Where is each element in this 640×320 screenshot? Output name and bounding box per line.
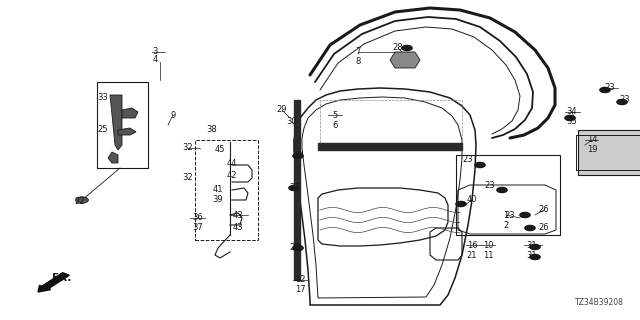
Text: 34: 34 — [566, 108, 577, 116]
Text: TZ34B39208: TZ34B39208 — [575, 298, 624, 307]
Text: 43: 43 — [233, 211, 243, 220]
Text: 38: 38 — [207, 125, 218, 134]
Circle shape — [293, 245, 303, 251]
Text: 11: 11 — [483, 251, 493, 260]
Text: 22: 22 — [75, 197, 85, 206]
Text: 7: 7 — [355, 47, 361, 57]
Circle shape — [497, 188, 507, 193]
Text: 27: 27 — [290, 183, 300, 193]
Text: 31: 31 — [527, 251, 538, 260]
Text: 8: 8 — [355, 58, 361, 67]
Circle shape — [402, 45, 412, 51]
Polygon shape — [108, 152, 118, 163]
Text: 32: 32 — [182, 143, 193, 153]
Text: 25: 25 — [98, 125, 108, 134]
Bar — [456, 155, 560, 235]
Bar — [578, 130, 640, 175]
Circle shape — [293, 153, 303, 158]
Circle shape — [530, 244, 540, 250]
Text: 30: 30 — [287, 117, 298, 126]
Text: 21: 21 — [467, 251, 477, 260]
Text: 40: 40 — [467, 196, 477, 204]
Text: 10: 10 — [483, 241, 493, 250]
Polygon shape — [318, 143, 462, 150]
Text: 35: 35 — [566, 117, 577, 126]
Text: 1: 1 — [504, 211, 509, 220]
Text: 27: 27 — [290, 244, 300, 252]
Circle shape — [475, 163, 485, 168]
Text: 17: 17 — [294, 285, 305, 294]
Bar — [320, 100, 462, 148]
Text: 14: 14 — [587, 135, 597, 145]
Polygon shape — [390, 52, 420, 68]
Text: 6: 6 — [332, 121, 338, 130]
Circle shape — [520, 212, 530, 218]
Text: 29: 29 — [276, 106, 287, 115]
Text: 33: 33 — [98, 93, 108, 102]
Text: 32: 32 — [182, 173, 193, 182]
Text: 26: 26 — [539, 223, 549, 233]
Circle shape — [76, 197, 88, 203]
Text: 26: 26 — [539, 205, 549, 214]
Text: 42: 42 — [227, 171, 237, 180]
Bar — [195, 140, 258, 240]
Bar — [576, 135, 640, 170]
Bar — [97, 82, 148, 168]
Circle shape — [617, 100, 627, 105]
Text: 3: 3 — [152, 47, 157, 57]
Polygon shape — [122, 108, 138, 118]
Polygon shape — [294, 100, 300, 280]
Text: 23: 23 — [463, 156, 474, 164]
Text: 28: 28 — [393, 44, 403, 52]
Text: 19: 19 — [587, 146, 597, 155]
Text: 12: 12 — [295, 276, 305, 284]
Circle shape — [530, 254, 540, 260]
FancyArrow shape — [38, 273, 69, 292]
Circle shape — [565, 116, 575, 121]
Text: 23: 23 — [292, 150, 303, 159]
Circle shape — [289, 185, 299, 190]
Text: 39: 39 — [212, 196, 223, 204]
Text: 37: 37 — [193, 223, 204, 233]
Text: 36: 36 — [193, 213, 204, 222]
Text: 41: 41 — [212, 186, 223, 195]
Circle shape — [525, 225, 535, 230]
Text: 23: 23 — [605, 84, 615, 92]
Text: 23: 23 — [505, 211, 515, 220]
Text: 45: 45 — [215, 146, 225, 155]
Text: 4: 4 — [152, 55, 157, 65]
Text: 2: 2 — [504, 220, 509, 229]
Text: 5: 5 — [332, 110, 338, 119]
Polygon shape — [118, 128, 136, 135]
Text: 43: 43 — [233, 223, 243, 233]
Circle shape — [600, 87, 610, 92]
Polygon shape — [110, 95, 122, 150]
Text: FR.: FR. — [52, 273, 72, 283]
Text: 16: 16 — [467, 241, 477, 250]
Text: 9: 9 — [170, 110, 175, 119]
Text: 44: 44 — [227, 158, 237, 167]
Text: 31: 31 — [527, 241, 538, 250]
Text: 23: 23 — [484, 180, 495, 189]
Circle shape — [456, 202, 466, 207]
Text: 23: 23 — [620, 95, 630, 105]
